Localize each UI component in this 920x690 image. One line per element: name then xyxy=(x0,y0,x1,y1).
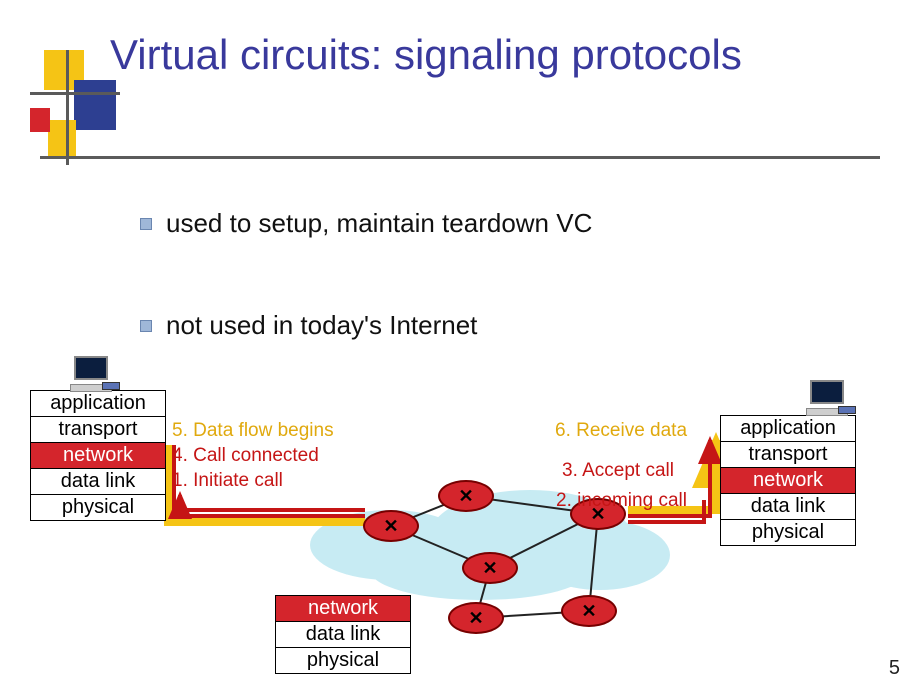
router-node: ✕ xyxy=(448,602,504,634)
router-node: ✕ xyxy=(462,552,518,584)
bullet-2: not used in today's Internet xyxy=(140,310,477,341)
slide-decoration xyxy=(30,50,120,170)
stack-router: networkdata linkphysical xyxy=(275,595,411,674)
stack-layer: data link xyxy=(721,494,855,520)
stack-layer: data link xyxy=(31,469,165,495)
bullet-icon xyxy=(140,320,152,332)
stack-left: applicationtransportnetworkdata linkphys… xyxy=(30,390,166,521)
stack-layer: application xyxy=(31,391,165,417)
bullet-text-1: used to setup, maintain teardown VC xyxy=(166,208,592,239)
title-rule xyxy=(40,156,880,159)
stack-layer: application xyxy=(721,416,855,442)
step-3: 3. Accept call xyxy=(562,460,674,482)
router-node: ✕ xyxy=(561,595,617,627)
stack-layer: data link xyxy=(276,622,410,648)
stack-layer: network xyxy=(31,443,165,469)
computer-icon xyxy=(806,380,852,416)
step-2: 2. incoming call xyxy=(556,490,687,512)
stack-layer: physical xyxy=(31,495,165,520)
stack-layer: network xyxy=(721,468,855,494)
stack-layer: physical xyxy=(276,648,410,673)
router-node: ✕ xyxy=(363,510,419,542)
step-4: 4. Call connected xyxy=(172,445,319,467)
step-1: 1. Initiate call xyxy=(172,470,283,492)
step-6: 6. Receive data xyxy=(555,420,687,442)
stack-right: applicationtransportnetworkdata linkphys… xyxy=(720,415,856,546)
stack-layer: transport xyxy=(31,417,165,443)
slide-title: Virtual circuits: signaling protocols xyxy=(110,30,742,80)
bullet-icon xyxy=(140,218,152,230)
stack-layer: physical xyxy=(721,520,855,545)
step-5: 5. Data flow begins xyxy=(172,420,334,442)
stack-layer: transport xyxy=(721,442,855,468)
bullet-text-2: not used in today's Internet xyxy=(166,310,477,341)
bullet-1: used to setup, maintain teardown VC xyxy=(140,208,592,239)
slide-number: 5 xyxy=(889,657,900,680)
router-node: ✕ xyxy=(438,480,494,512)
stack-layer: network xyxy=(276,596,410,622)
computer-icon xyxy=(70,356,116,392)
